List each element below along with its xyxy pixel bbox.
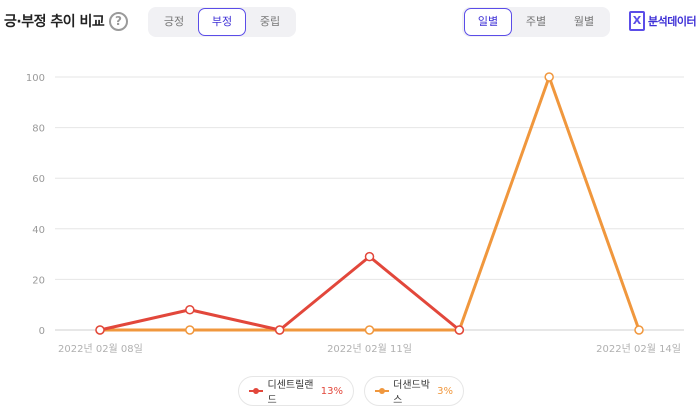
tab-weekly[interactable]: 주별 <box>525 15 547 28</box>
series-1-point <box>274 325 285 335</box>
tab-neutral[interactable]: 중립 <box>259 15 281 28</box>
series-2-point <box>544 72 554 82</box>
y-tick-label: 80 <box>32 124 45 135</box>
sentiment-toggle: 긍정 부정 중립 <box>148 7 296 37</box>
y-tick-label: 40 <box>32 225 45 236</box>
y-tick-label: 100 <box>26 73 45 84</box>
series-2-point <box>364 325 375 335</box>
y-tick-label: 60 <box>32 174 45 185</box>
y-tick-label: 20 <box>32 275 45 286</box>
x-tick-label: 2022년 02월 08일 <box>58 343 143 355</box>
series-lines <box>95 72 644 335</box>
x-tick-label: 2022년 02월 11일 <box>327 343 412 355</box>
period-toggle: 일별 주별 월별 <box>462 7 610 37</box>
series-1-point <box>185 305 195 315</box>
legend-item-series-2[interactable]: 더샌드박스 3% <box>364 376 464 406</box>
legend-series-2-name: 더샌드박스 <box>393 380 430 406</box>
excel-icon: X <box>629 11 645 31</box>
series-1-point <box>364 251 375 262</box>
legend-item-series-1[interactable]: 디센트릴랜드 13% <box>238 376 354 406</box>
chart-title: 긍·부정 추이 비교 <box>4 14 105 30</box>
line-chart: 0 20 40 60 80 100 2022년 02월 08일 2022년 02월 11일 20… <box>26 72 684 355</box>
chart-header: 긍·부정 추이 비교 ? 긍정 부정 중립 일별 주별 월별 X 분석데이터 <box>0 0 700 44</box>
series-1-marker-icon <box>249 386 263 396</box>
tab-monthly[interactable]: 월별 <box>573 15 595 28</box>
series-2-marker-icon <box>375 386 389 396</box>
axis-labels: 0 20 40 60 80 100 2022년 02월 08일 2022년 02월 11일 20… <box>26 73 681 355</box>
series-1-point <box>95 325 105 335</box>
question-circle-icon[interactable]: ? <box>109 12 128 31</box>
tab-negative[interactable]: 부정 <box>198 8 246 36</box>
x-tick-label: 2022년 02월 14일 <box>596 343 681 355</box>
series-1-line <box>98 255 461 332</box>
grid-lines <box>55 76 684 331</box>
series-2-line <box>98 75 641 332</box>
series-1-point <box>454 325 465 335</box>
y-tick-label: 0 <box>39 326 45 337</box>
series-2-point <box>634 325 644 335</box>
legend-series-2-share: 3% <box>437 385 453 397</box>
export-data-label: 분석데이터 <box>648 15 697 28</box>
legend-series-1-share: 13% <box>320 385 343 397</box>
tab-positive[interactable]: 긍정 <box>163 15 185 28</box>
export-data-button[interactable]: X 분석데이터 <box>629 11 697 31</box>
tab-daily[interactable]: 일별 <box>464 8 512 36</box>
series-2-point <box>185 325 195 335</box>
legend-series-1-name: 디센트릴랜드 <box>267 380 314 406</box>
